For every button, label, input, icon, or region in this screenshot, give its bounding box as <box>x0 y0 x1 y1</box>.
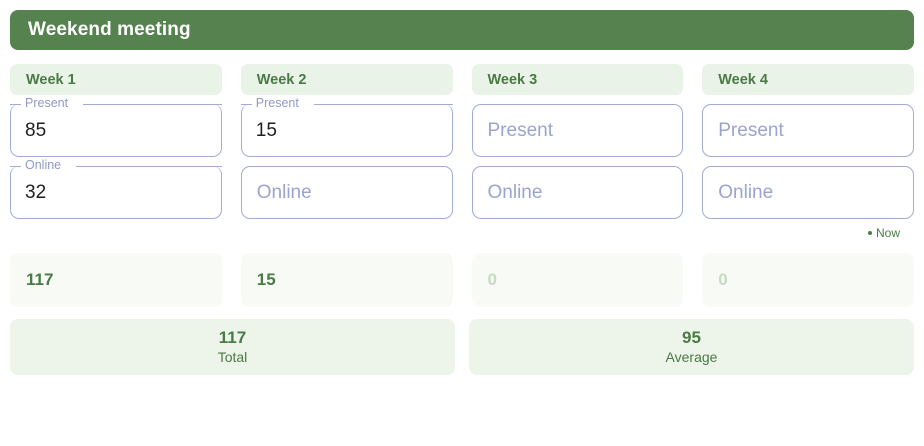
present-field-label-week-1: Present <box>25 96 69 110</box>
week-header-1: Week 1 <box>10 64 222 95</box>
summary-cell-average: 95 Average <box>469 319 914 375</box>
present-field-week-2[interactable]: Present 15 <box>240 96 453 157</box>
online-field-placeholder-week-3: Online <box>487 181 543 203</box>
online-field-placeholder-week-2: Online <box>256 181 312 203</box>
present-field-week-4[interactable]: Present <box>702 104 914 157</box>
week-column-3: Week 3 Present Online <box>471 64 684 242</box>
present-field-placeholder-week-3: Present <box>487 119 553 141</box>
present-field-value-week-1: 85 <box>25 119 47 141</box>
online-field-week-3[interactable]: Online <box>471 166 684 219</box>
week-label-3: Week 3 <box>487 71 538 88</box>
week-column-4: Week 4 Present Online Now <box>702 64 914 242</box>
subtotal-cell-week-1: 117 <box>10 253 222 307</box>
week-column-1: Week 1 Present 85 Online <box>10 64 222 242</box>
subtotal-cell-week-4: 0 <box>702 253 914 307</box>
week-header-3: Week 3 <box>471 64 684 95</box>
summary-label-average: Average <box>665 349 718 365</box>
summary-label-total: Total <box>217 349 248 365</box>
subtotal-value-week-3: 0 <box>487 270 497 289</box>
online-field-label-week-1: Online <box>25 158 62 172</box>
week-label-1: Week 1 <box>26 71 76 88</box>
week-column-2: Week 2 Present 15 Online <box>240 64 453 242</box>
summary-row: 117 Total 95 Average <box>10 319 914 375</box>
week-header-2: Week 2 <box>240 64 453 95</box>
weeks-row: Week 1 Present 85 Online <box>10 64 914 242</box>
online-field-week-1[interactable]: Online 32 <box>10 158 222 219</box>
app-title-bar: Weekend meeting <box>10 10 914 50</box>
online-field-value-week-1: 32 <box>25 181 47 203</box>
now-indicator-slot-week-4: Now <box>702 224 914 242</box>
online-field-week-2[interactable]: Online <box>240 166 453 219</box>
now-badge-label-week-4: Now <box>875 226 900 240</box>
subtotal-value-week-4: 0 <box>718 270 728 289</box>
dot-icon <box>867 231 872 235</box>
present-field-label-week-2: Present <box>255 96 299 110</box>
page-title: Weekend meeting <box>28 19 191 40</box>
online-field-placeholder-week-4: Online <box>718 181 774 203</box>
week-header-4: Week 4 <box>702 64 914 95</box>
summary-cell-total: 117 Total <box>10 319 455 375</box>
present-field-placeholder-week-4: Present <box>718 119 784 141</box>
subtotal-value-week-1: 117 <box>26 270 54 289</box>
summary-value-average: 95 <box>682 328 701 347</box>
week-label-2: Week 2 <box>256 71 307 88</box>
present-field-week-3[interactable]: Present <box>471 104 684 157</box>
week-label-4: Week 4 <box>718 71 768 88</box>
now-badge-week-4: Now <box>867 226 900 240</box>
summary-value-total: 117 <box>218 328 247 347</box>
subtotal-value-week-2: 15 <box>256 270 276 289</box>
present-field-value-week-2: 15 <box>255 119 277 141</box>
present-field-week-1[interactable]: Present 85 <box>10 96 222 157</box>
subtotal-cell-week-3: 0 <box>471 253 684 307</box>
subtotal-cell-week-2: 15 <box>240 253 453 307</box>
online-field-week-4[interactable]: Online <box>702 166 914 219</box>
subtotals-row: 117 15 0 0 <box>10 253 914 307</box>
